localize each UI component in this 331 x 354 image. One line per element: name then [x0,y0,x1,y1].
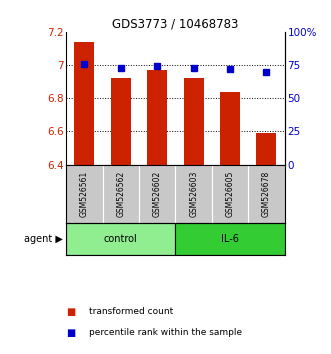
Bar [111,78,131,165]
Text: ■: ■ [66,328,75,338]
Text: GSM526678: GSM526678 [262,171,271,217]
Bar [184,78,204,165]
Text: GSM526605: GSM526605 [225,171,235,217]
Text: agent ▶: agent ▶ [24,234,63,244]
Bar [66,223,175,255]
Title: GDS3773 / 10468783: GDS3773 / 10468783 [112,18,239,31]
Text: GSM526562: GSM526562 [116,171,125,217]
Text: percentile rank within the sample: percentile rank within the sample [89,328,243,337]
Text: control: control [104,234,138,244]
Text: GSM526602: GSM526602 [153,171,162,217]
Bar [220,92,240,165]
Text: GSM526561: GSM526561 [80,171,89,217]
Text: ■: ■ [66,307,75,316]
Text: GSM526603: GSM526603 [189,171,198,217]
Text: IL-6: IL-6 [221,234,239,244]
Text: transformed count: transformed count [89,307,174,316]
Bar [257,133,276,165]
Bar [175,223,285,255]
Bar [147,70,167,165]
Bar [74,42,94,165]
